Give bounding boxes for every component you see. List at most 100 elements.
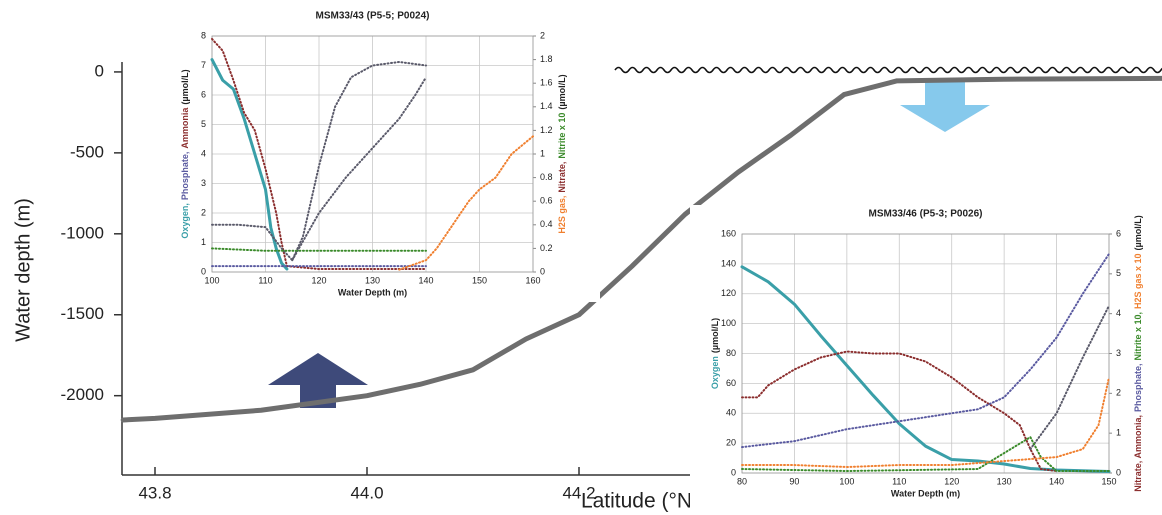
x-tick-label: 150 (1101, 476, 1116, 486)
y-tick-label: 4 (201, 148, 206, 158)
x-tick-label: 120 (311, 275, 326, 285)
data-line (291, 76, 427, 262)
x-tick-label: 110 (892, 476, 906, 486)
y-tick-label: 3 (201, 178, 206, 188)
axis-label-part: Phosphate, (1133, 364, 1143, 413)
y-tick-label: 60 (726, 378, 736, 388)
x-tick-label: 150 (472, 275, 487, 285)
y2-tick-label: 4 (1116, 308, 1121, 318)
y-tick-label: 0 (731, 467, 736, 477)
axis-label-part: Nitrite x 10 (557, 113, 567, 159)
downward-arrow (900, 80, 990, 132)
x-tick-label: 140 (418, 275, 433, 285)
y-tick-label: 8 (201, 30, 206, 40)
upwelling-arrow (268, 353, 368, 408)
y-tick-label: 160 (721, 228, 736, 238)
inset-background (165, 4, 600, 302)
axis-label-part: (µmol/L) (180, 69, 190, 104)
y-tick-label: -1000 (61, 223, 104, 242)
data-line (741, 436, 1110, 473)
y2-tick-label: 2 (1116, 388, 1121, 398)
data-line (1029, 304, 1110, 451)
x-axis-label: Latitude (°N) (581, 490, 699, 513)
data-line (740, 265, 1111, 474)
y2-tick-label: 1.4 (540, 101, 553, 111)
axis-label: H2S gas, Nitrate, Nitrite x 10 (µmol/L) (557, 74, 567, 233)
y-tick-label: 40 (726, 408, 736, 418)
data-line (211, 60, 427, 262)
x-tick-label: 100 (839, 476, 854, 486)
y-tick-label: -2000 (61, 385, 104, 404)
inset-title: MSM33/46 (P5-3; P0026) (869, 209, 983, 220)
y-tick-label: 100 (721, 318, 736, 328)
axis-label-part: Ammonia (180, 107, 190, 149)
axis-label-part: (µmol/L) (557, 74, 567, 109)
x-tick-label: 80 (737, 476, 747, 486)
axis-label: Nitrate, Ammonia, Phosphate, Nitrite x 10,… (1133, 215, 1143, 491)
axis-label-part: H2S gas, (557, 196, 567, 234)
x-tick-label: 100 (204, 275, 219, 285)
y-tick-label: -500 (70, 142, 104, 161)
y2-tick-label: 2 (540, 30, 545, 40)
plot-frame (741, 233, 1110, 474)
data-line (120, 75, 1162, 423)
data-line (210, 58, 289, 271)
y2-tick-label: 6 (1116, 228, 1121, 238)
plot-frame (211, 35, 534, 273)
x-axis-label: Water Depth (m) (891, 488, 960, 498)
x-tick-label: 130 (997, 476, 1012, 486)
y2-tick-label: 0.4 (540, 219, 553, 229)
axis-label-part: Oxygen (710, 356, 720, 389)
y2-tick-label: 1 (1116, 428, 1121, 438)
y2-tick-label: 0.6 (540, 196, 553, 206)
y2-tick-label: 3 (1116, 348, 1121, 358)
data-line (398, 135, 534, 271)
inset-title: MSM33/43 (P5-5; P0024) (316, 11, 430, 22)
x-tick-label: 43.8 (138, 483, 171, 502)
data-line (211, 37, 427, 271)
x-tick-label: 120 (944, 476, 959, 486)
y2-tick-label: 0.8 (540, 172, 553, 182)
y-tick-label: -1500 (61, 304, 104, 323)
axis-label-part: (µmol/L) (710, 318, 720, 353)
data-line (741, 252, 1110, 449)
y-tick-label: 0 (201, 266, 206, 276)
data-line (741, 376, 1110, 469)
y-tick-label: 7 (201, 60, 206, 70)
y-tick-label: 120 (721, 288, 736, 298)
y2-tick-label: 1.2 (540, 125, 553, 135)
y-tick-label: 6 (201, 89, 206, 99)
axis-label-part: Nitrate, Ammonia, (1133, 415, 1143, 492)
axis-label-part: (µmol/L) (1133, 215, 1143, 250)
y2-tick-label: 0 (540, 266, 545, 276)
sea-surface (614, 66, 1162, 74)
x-tick-label: 130 (365, 275, 380, 285)
data-line (741, 350, 1058, 473)
x-axis-label: Water Depth (m) (338, 287, 407, 297)
inset-background (690, 205, 1162, 515)
y2-tick-label: 1.6 (540, 78, 553, 88)
x-tick-label: 44.2 (562, 483, 595, 502)
y2-tick-label: 0.2 (540, 243, 553, 253)
axis-label: Oxygen, Phosphate, Ammonia (µmol/L) (180, 69, 190, 238)
x-tick-label: 160 (525, 275, 540, 285)
axis-label-part: H2S gas x 10 (1133, 253, 1143, 309)
y-tick-label: 0 (95, 61, 104, 80)
y2-tick-label: 5 (1116, 268, 1121, 278)
y2-tick-label: 1 (540, 148, 545, 158)
y-axis-label: Water depth (m) (12, 198, 34, 342)
y-tick-label: 5 (201, 119, 206, 129)
axis-label-part: Oxygen, (180, 203, 190, 239)
x-tick-label: 44.0 (350, 483, 383, 502)
axis-label-part: Nitrate, (557, 162, 567, 193)
y2-tick-label: 0 (1116, 467, 1121, 477)
y-tick-label: 140 (721, 258, 736, 268)
axis-label-part: Nitrite x 10, (1133, 312, 1143, 361)
y-tick-label: 1 (201, 237, 206, 247)
y2-tick-label: 1.8 (540, 54, 553, 64)
y-tick-label: 2 (201, 207, 206, 217)
data-line (211, 247, 427, 252)
x-tick-label: 90 (789, 476, 799, 486)
y-tick-label: 20 (726, 438, 736, 448)
